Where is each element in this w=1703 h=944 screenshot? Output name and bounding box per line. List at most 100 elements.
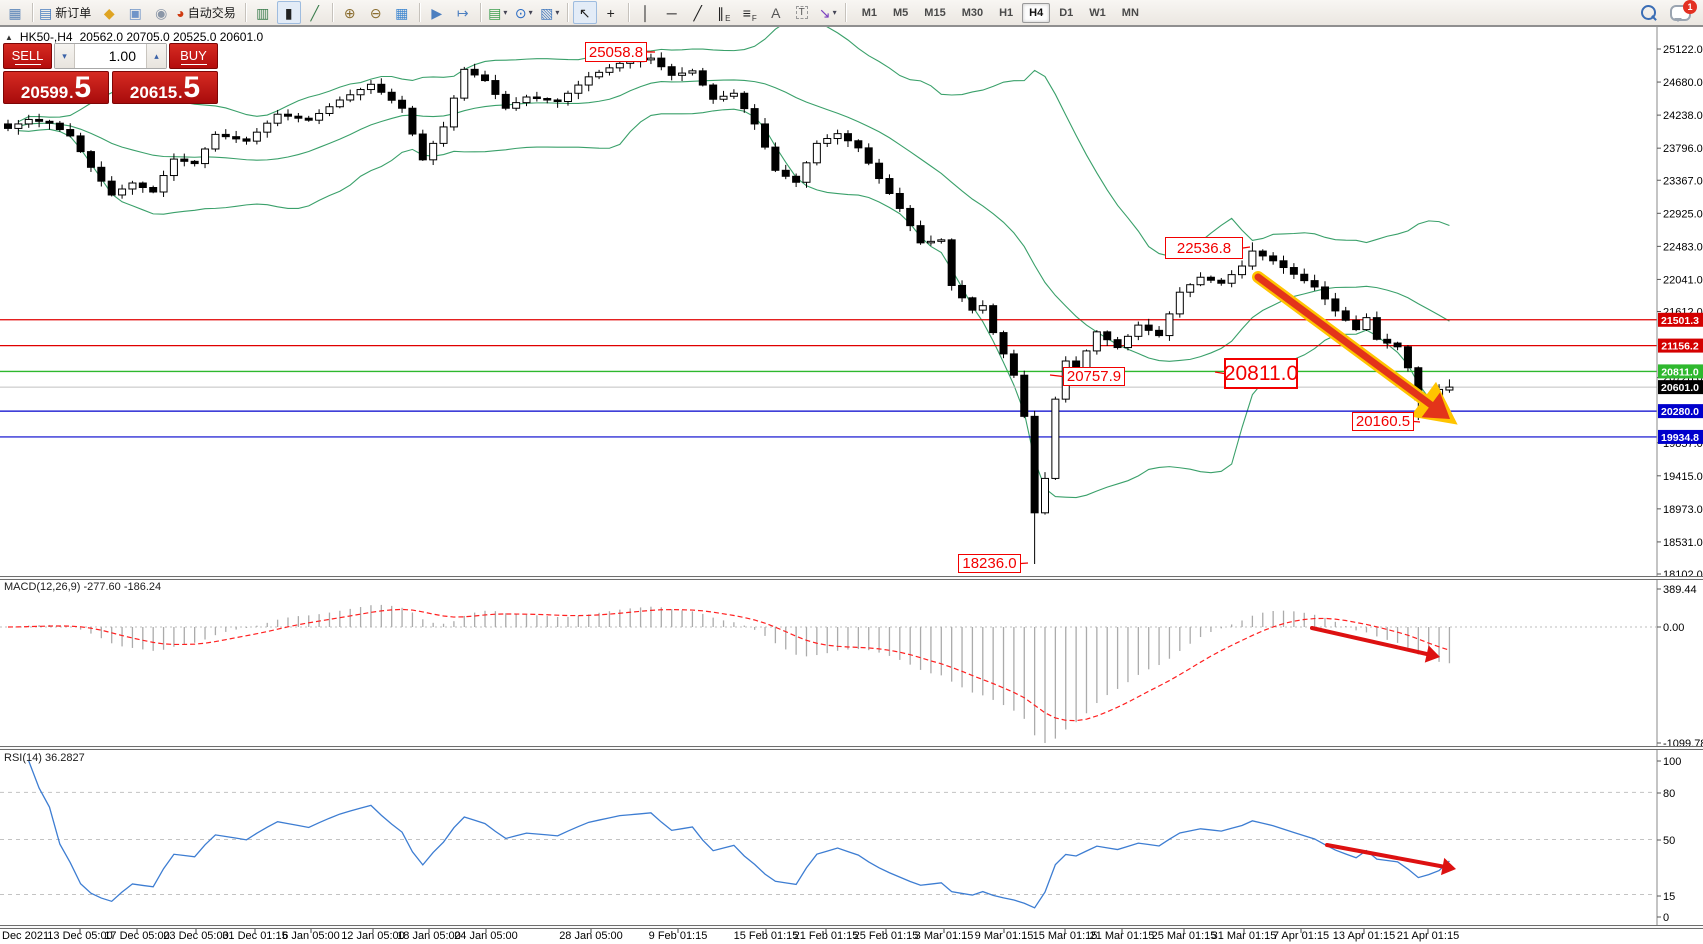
rsi-arrow[interactable] — [1441, 857, 1456, 876]
toolbar-right-cluster: 1 — [1641, 0, 1701, 22]
autoscroll-icon[interactable]: ▶ — [425, 1, 449, 24]
chart-window-icon[interactable]: ▦ — [3, 1, 27, 24]
text-label-icon[interactable]: T — [790, 1, 814, 24]
dropdown-caret-icon: ▾ — [555, 8, 560, 17]
fibonacci-icon[interactable]: ≡ F — [738, 1, 762, 24]
time-axis-label: 17 Dec 05:00 — [104, 930, 170, 942]
rsi-axis-label: 100 — [1663, 756, 1681, 768]
tile-windows-icon[interactable]: ▦ — [390, 1, 414, 24]
line-chart-icon[interactable]: ╱ — [303, 1, 327, 24]
price-callout-20757.9[interactable]: 20757.9 — [1063, 367, 1125, 386]
bar-chart-icon[interactable]: ▥ — [251, 1, 275, 24]
autotrade-button[interactable]: ◕ 自动交易 — [175, 1, 239, 24]
time-axis-label: 13 Dec 05:00 — [47, 930, 113, 942]
timeframe-m15[interactable]: M15 — [924, 6, 946, 19]
arrows-icon[interactable]: ↘ ▾ — [816, 1, 840, 24]
timeframe-h4[interactable]: H4 — [1022, 2, 1051, 23]
timeframe-mn[interactable]: MN — [1121, 6, 1139, 19]
trend-arrow[interactable] — [1254, 273, 1435, 409]
mql5-community-icon[interactable]: ▣ — [123, 1, 147, 24]
time-axis-label: 12 Jan 05:00 — [341, 930, 405, 942]
price-tag — [1658, 312, 1703, 327]
cursor-icon[interactable]: ↖ — [572, 1, 597, 24]
volume-increase-button[interactable]: ▴ — [146, 44, 166, 68]
buy-price-dot: . — [178, 85, 183, 102]
rsi-pane — [0, 760, 1657, 909]
zoom-out-icon[interactable]: ⊖ — [364, 1, 388, 24]
timeframe-d1[interactable]: D1 — [1059, 6, 1074, 19]
period-icon[interactable]: ⊙ ▾ — [512, 1, 536, 24]
macd-arrow[interactable] — [1310, 626, 1429, 656]
price-tag-label: 21501.3 — [1661, 315, 1699, 327]
signals-icon[interactable]: ◉ — [149, 1, 173, 24]
macd-arrow[interactable] — [1424, 645, 1440, 663]
timeframe-m5[interactable]: M5 — [893, 6, 909, 19]
price-callout-20811.0[interactable]: 20811.0 — [1224, 358, 1298, 389]
new-chart-icon[interactable]: ▤ ▾ — [486, 1, 510, 24]
search-icon[interactable] — [1641, 5, 1656, 20]
autoscroll-icon: ▶ — [431, 4, 443, 21]
icon-subscript: E — [725, 14, 731, 23]
sell-price-button[interactable]: 20599. 5 — [3, 71, 109, 104]
pane-splitter[interactable] — [0, 576, 1703, 580]
price-tag — [1658, 338, 1703, 353]
text-icon[interactable]: A — [764, 1, 788, 24]
price-callout-22536.8[interactable]: 22536.8 — [1165, 237, 1243, 259]
equidistant-channel-icon[interactable]: ∥ E — [712, 1, 736, 24]
rsi-arrow[interactable] — [1325, 843, 1445, 869]
dropdown-caret-icon: ▾ — [528, 8, 533, 17]
time-axis-label: 18 Jan 05:00 — [397, 930, 461, 942]
toolbar-separator — [844, 3, 846, 22]
crosshair-icon: + — [606, 4, 615, 21]
metaquotes-icon[interactable]: ◆ — [97, 1, 121, 24]
trendline-icon[interactable]: ╱ — [686, 1, 710, 24]
candlestick-chart-icon: ▮ — [284, 4, 293, 21]
mql5-community-icon: ▣ — [128, 4, 142, 21]
volume-decrease-button[interactable]: ▾ — [55, 44, 75, 68]
timeframe-h1[interactable]: H1 — [999, 6, 1014, 19]
rsi-axis-label: 80 — [1663, 788, 1675, 800]
time-axis-label: 25 Feb 01:15 — [853, 930, 919, 942]
volume-control: ▾ 1.00 ▴ — [54, 43, 167, 69]
bar-chart-icon: ▥ — [256, 4, 270, 21]
volume-input[interactable]: 1.00 — [108, 48, 136, 64]
new-chart-icon: ▤ — [488, 4, 502, 21]
timeframe-m30[interactable]: M30 — [961, 6, 984, 19]
candlestick-chart-icon[interactable]: ▮ — [276, 1, 301, 24]
timeframe-toolbar: M1 M5 M15 M30 H1 H4 D1 W1 MN — [854, 2, 1147, 23]
fibonacci-icon: ≡ — [742, 4, 751, 21]
trend-arrow[interactable] — [1421, 392, 1450, 419]
pane-splitter[interactable] — [0, 925, 1703, 929]
price-callout-18236.0[interactable]: 18236.0 — [958, 554, 1021, 573]
template-icon[interactable]: ▧ ▾ — [538, 1, 562, 24]
crosshair-icon[interactable]: + — [599, 1, 623, 24]
time-axis-label: 31 Dec 01:15 — [222, 930, 288, 942]
price-callout-20160.5[interactable]: 20160.5 — [1352, 412, 1414, 431]
chart-shift-icon: ↦ — [456, 4, 469, 21]
time-axis-label: 25 Mar 01:15 — [1151, 930, 1217, 942]
chat-icon[interactable]: 1 — [1670, 0, 1697, 22]
sell-price-main: 20599 — [20, 83, 69, 102]
timeframe-w1[interactable]: W1 — [1089, 6, 1106, 19]
buy-price-button[interactable]: 20615. 5 — [112, 71, 218, 104]
time-axis-label: 28 Jan 05:00 — [559, 930, 623, 942]
price-tick-label: 23796.0 — [1663, 143, 1703, 155]
zoom-in-icon[interactable]: ⊕ — [338, 1, 362, 24]
price-tick-label: 22925.0 — [1663, 208, 1703, 220]
callout-connector — [1242, 246, 1251, 249]
price-tick-label: 22483.0 — [1663, 241, 1703, 253]
price-tick-label: 25122.0 — [1663, 44, 1703, 56]
chart-shift-icon[interactable]: ↦ — [451, 1, 475, 24]
buy-button[interactable]: BUY — [169, 43, 218, 69]
horizontal-line-icon[interactable]: ─ — [660, 1, 684, 24]
sell-button[interactable]: SELL — [3, 43, 52, 69]
pane-splitter[interactable] — [0, 746, 1703, 750]
new-order-button[interactable]: ▤ 新订单 — [38, 1, 95, 24]
vertical-line-icon[interactable]: │ — [634, 1, 658, 24]
chart-window-icon: ▦ — [8, 4, 22, 21]
price-callout-25058.8[interactable]: 25058.8 — [585, 42, 647, 62]
timeframe-m1[interactable]: M1 — [861, 6, 878, 19]
panel-collapse-icon[interactable]: ▲ — [5, 32, 13, 42]
price-tag — [1658, 404, 1703, 419]
